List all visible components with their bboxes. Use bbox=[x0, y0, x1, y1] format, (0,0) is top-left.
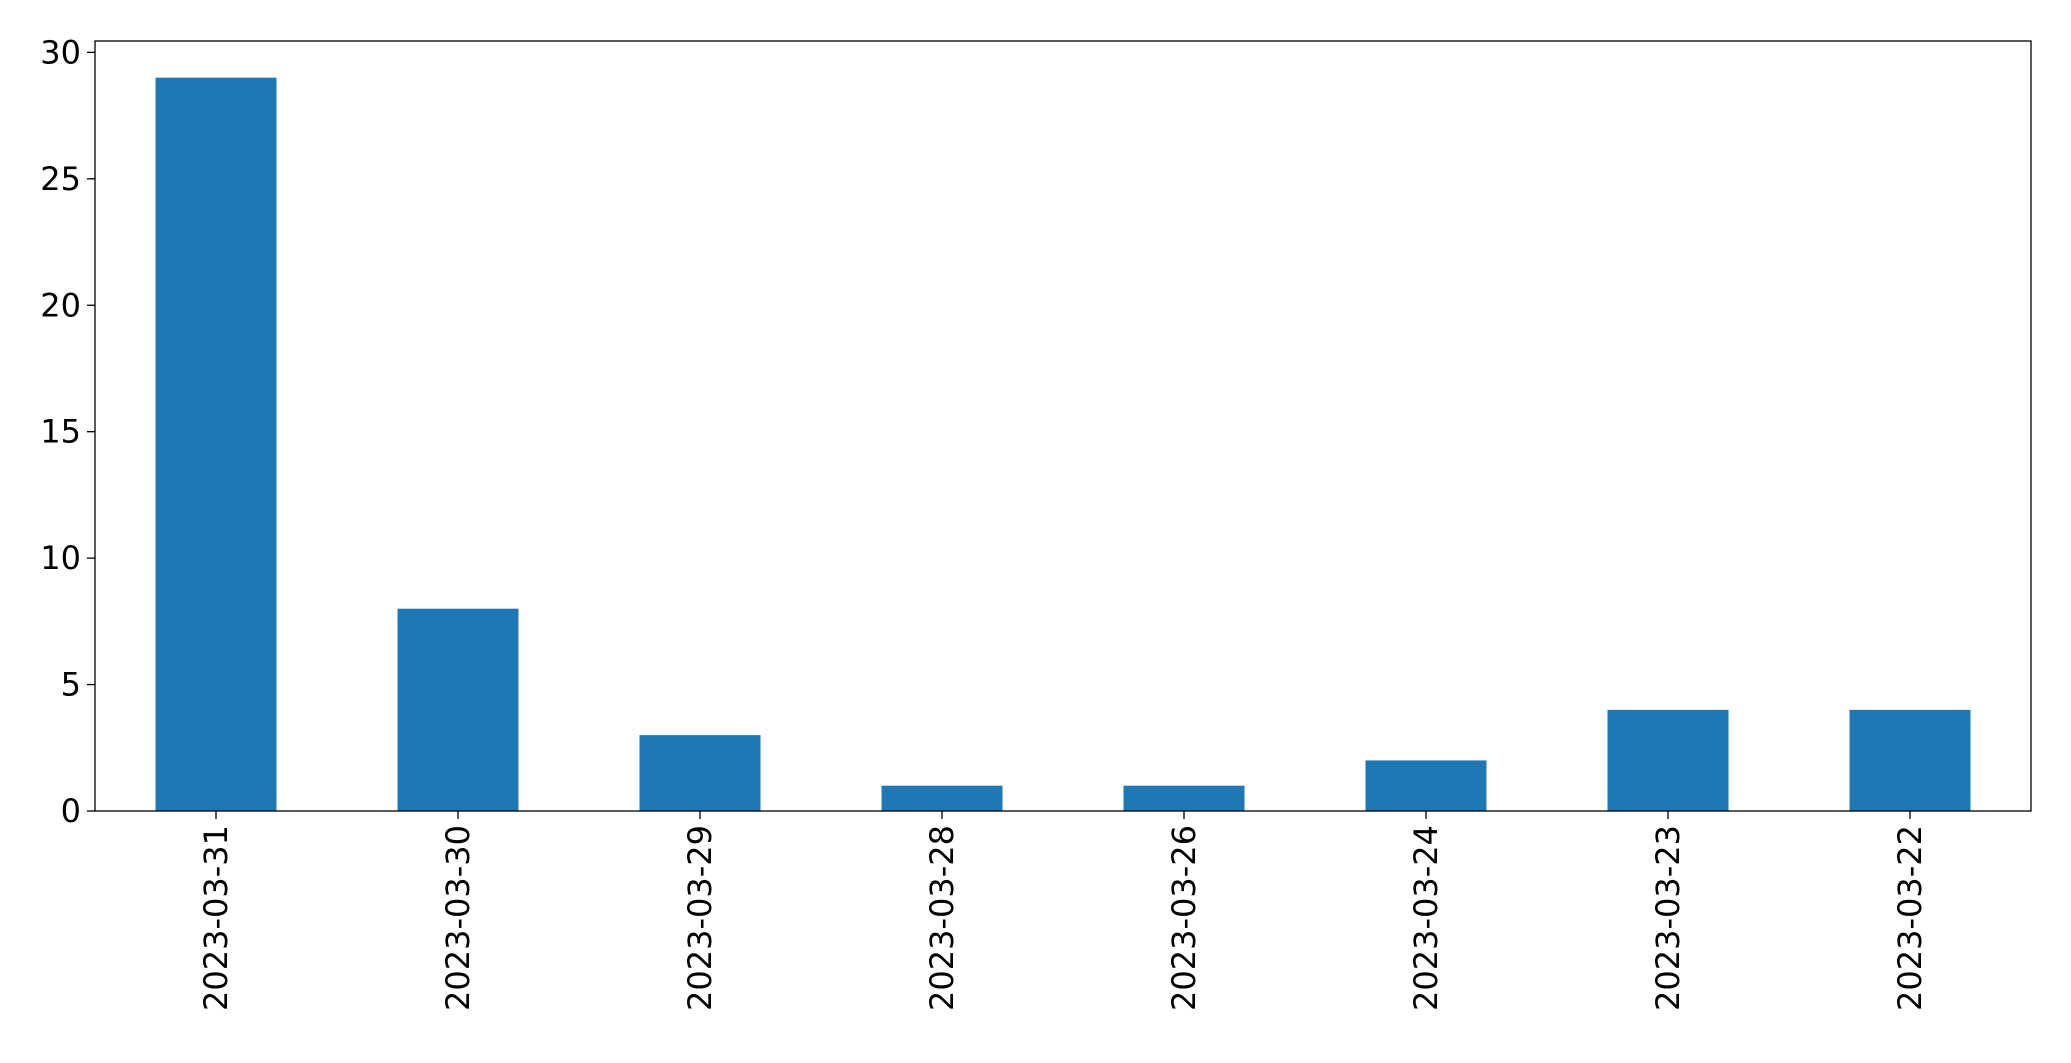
x-tick-label: 2023-03-24 bbox=[1407, 825, 1445, 1011]
bar bbox=[1607, 709, 1729, 811]
bar bbox=[639, 735, 761, 811]
bar bbox=[155, 77, 277, 811]
y-tick-label: 0 bbox=[61, 792, 81, 830]
x-tick-label: 2023-03-30 bbox=[439, 825, 477, 1011]
x-tick-label: 2023-03-28 bbox=[923, 825, 961, 1011]
axes-frame bbox=[94, 40, 2032, 812]
y-tick-label: 15 bbox=[40, 413, 81, 451]
x-tick-label: 2023-03-29 bbox=[681, 825, 719, 1011]
x-tick-label: 2023-03-22 bbox=[1891, 825, 1929, 1011]
x-tick-label: 2023-03-26 bbox=[1165, 825, 1203, 1011]
y-tick-label: 10 bbox=[40, 539, 81, 577]
bar bbox=[1123, 785, 1245, 811]
bar bbox=[1365, 760, 1487, 811]
x-tick-label: 2023-03-23 bbox=[1649, 825, 1687, 1011]
y-tick-label: 25 bbox=[40, 160, 81, 198]
y-tick-label: 30 bbox=[40, 33, 81, 71]
x-tick-label: 2023-03-31 bbox=[197, 825, 235, 1011]
bar bbox=[397, 608, 519, 811]
y-tick-label: 20 bbox=[40, 286, 81, 324]
bar bbox=[881, 785, 1003, 811]
bar bbox=[1849, 709, 1971, 811]
y-tick-label: 5 bbox=[61, 666, 81, 704]
